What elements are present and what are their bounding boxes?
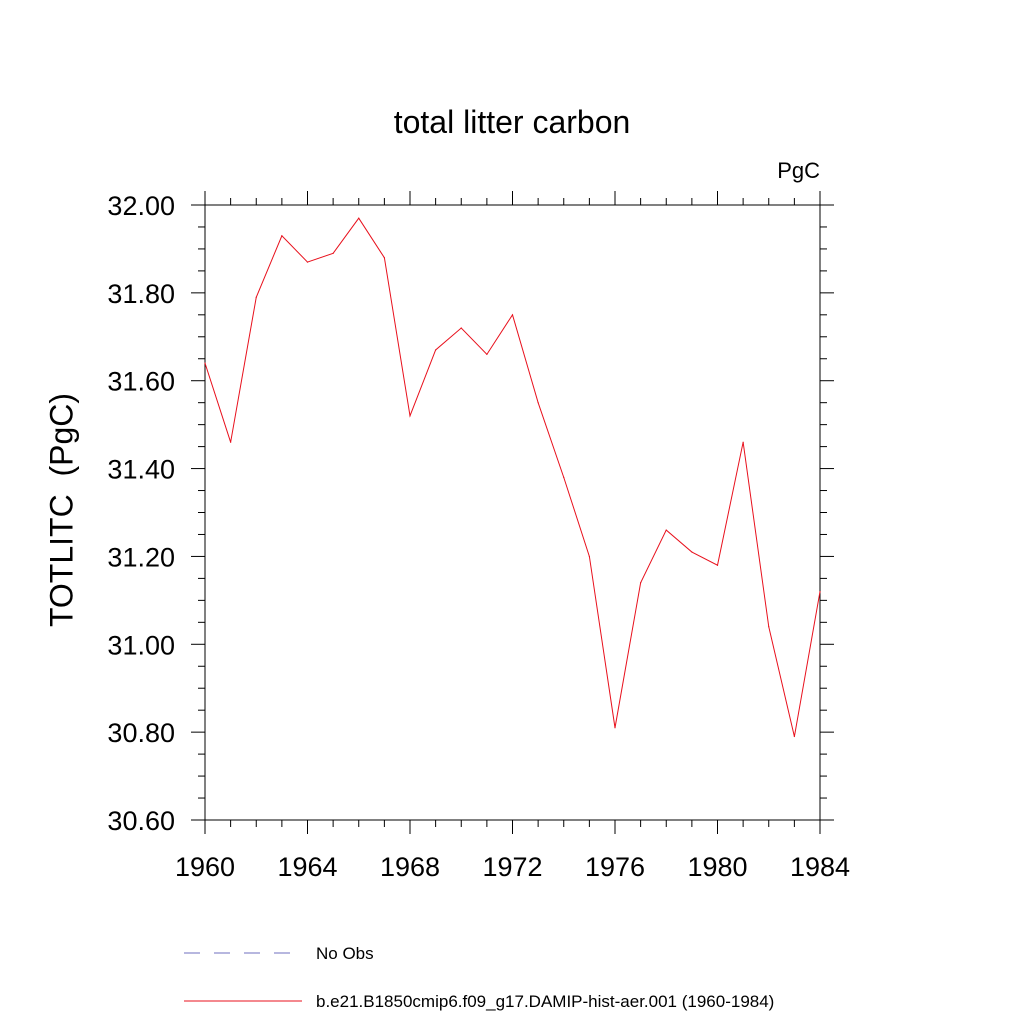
x-tick-label: 1976 bbox=[585, 852, 645, 882]
data-point bbox=[281, 235, 283, 237]
x-tick-label: 1980 bbox=[687, 852, 747, 882]
data-point bbox=[306, 261, 309, 263]
data-point bbox=[409, 415, 411, 417]
series-1 bbox=[204, 217, 821, 738]
data-point bbox=[742, 441, 744, 443]
series-line bbox=[204, 217, 821, 737]
data-point bbox=[537, 402, 539, 404]
x-tick-label: 1964 bbox=[277, 852, 337, 882]
y-tick-label: 31.20 bbox=[107, 542, 175, 572]
chart-title: total litter carbon bbox=[393, 104, 631, 140]
y-tick-label: 30.80 bbox=[107, 718, 175, 748]
data-point bbox=[640, 582, 642, 584]
data-point bbox=[793, 735, 795, 738]
data-point bbox=[768, 626, 770, 628]
x-tick-label: 1968 bbox=[380, 852, 440, 882]
data-point bbox=[358, 217, 360, 219]
x-tick-label: 1984 bbox=[790, 852, 850, 882]
data-point bbox=[691, 551, 693, 553]
data-point bbox=[665, 529, 667, 531]
data-point bbox=[716, 564, 719, 566]
legend-label: b.e21.B1850cmip6.f09_g17.DAMIP-hist-aer.… bbox=[316, 992, 774, 1011]
y-tick-label: 32.00 bbox=[107, 191, 175, 221]
data-point bbox=[204, 362, 206, 364]
data-point bbox=[563, 476, 565, 478]
data-point bbox=[511, 314, 514, 316]
plot-frame bbox=[204, 204, 821, 821]
data-point bbox=[588, 555, 590, 558]
y-tick-label: 31.60 bbox=[107, 367, 175, 397]
data-point bbox=[614, 727, 616, 729]
data-point bbox=[383, 257, 385, 259]
x-tick-label: 1960 bbox=[175, 852, 235, 882]
y-tick-label: 31.00 bbox=[107, 630, 175, 660]
legend-label: No Obs bbox=[316, 944, 374, 963]
data-point bbox=[486, 353, 488, 355]
x-tick-label: 1972 bbox=[482, 852, 542, 882]
units-label: PgC bbox=[777, 158, 820, 183]
series-group bbox=[204, 217, 821, 738]
data-point bbox=[819, 590, 821, 593]
legend: No Obs b.e21.B1850cmip6.f09_g17.DAMIP-his… bbox=[184, 944, 774, 1011]
axis-ticks: 1960 1964 1968 1972 1976 1980 1984 30.60 30.80 31… bbox=[107, 191, 850, 882]
data-point bbox=[332, 252, 334, 254]
y-tick-label: 30.60 bbox=[107, 806, 175, 836]
data-point bbox=[230, 441, 232, 443]
y-tick-label: 31.80 bbox=[107, 279, 175, 309]
data-point bbox=[460, 327, 462, 329]
data-point bbox=[435, 349, 437, 351]
data-point bbox=[255, 296, 257, 298]
y-tick-label: 31.40 bbox=[107, 455, 175, 485]
